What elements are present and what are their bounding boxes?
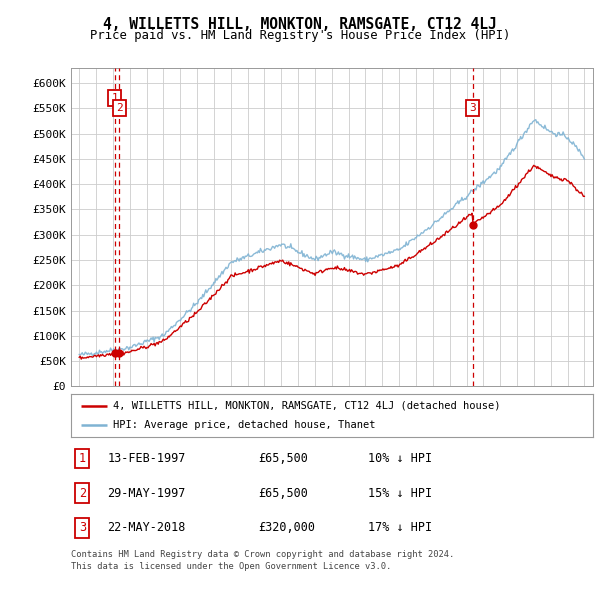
Text: 2: 2 (79, 487, 86, 500)
Text: 3: 3 (470, 103, 476, 113)
Text: Price paid vs. HM Land Registry's House Price Index (HPI): Price paid vs. HM Land Registry's House … (90, 30, 510, 42)
Text: 17% ↓ HPI: 17% ↓ HPI (368, 522, 433, 535)
Text: 22-MAY-2018: 22-MAY-2018 (107, 522, 186, 535)
Text: £65,500: £65,500 (259, 452, 308, 465)
Text: Contains HM Land Registry data © Crown copyright and database right 2024.: Contains HM Land Registry data © Crown c… (71, 550, 454, 559)
Text: 10% ↓ HPI: 10% ↓ HPI (368, 452, 433, 465)
Text: 29-MAY-1997: 29-MAY-1997 (107, 487, 186, 500)
Text: This data is licensed under the Open Government Licence v3.0.: This data is licensed under the Open Gov… (71, 562, 391, 571)
Text: £65,500: £65,500 (259, 487, 308, 500)
Text: HPI: Average price, detached house, Thanet: HPI: Average price, detached house, Than… (113, 421, 375, 430)
Text: 1: 1 (79, 452, 86, 465)
Text: 3: 3 (79, 522, 86, 535)
Text: 4, WILLETTS HILL, MONKTON, RAMSGATE, CT12 4LJ (detached house): 4, WILLETTS HILL, MONKTON, RAMSGATE, CT1… (113, 401, 500, 411)
Text: 13-FEB-1997: 13-FEB-1997 (107, 452, 186, 465)
Text: 2: 2 (116, 103, 122, 113)
Text: 15% ↓ HPI: 15% ↓ HPI (368, 487, 433, 500)
Text: 4, WILLETTS HILL, MONKTON, RAMSGATE, CT12 4LJ: 4, WILLETTS HILL, MONKTON, RAMSGATE, CT1… (103, 17, 497, 31)
Text: 1: 1 (111, 93, 118, 103)
Text: £320,000: £320,000 (259, 522, 316, 535)
